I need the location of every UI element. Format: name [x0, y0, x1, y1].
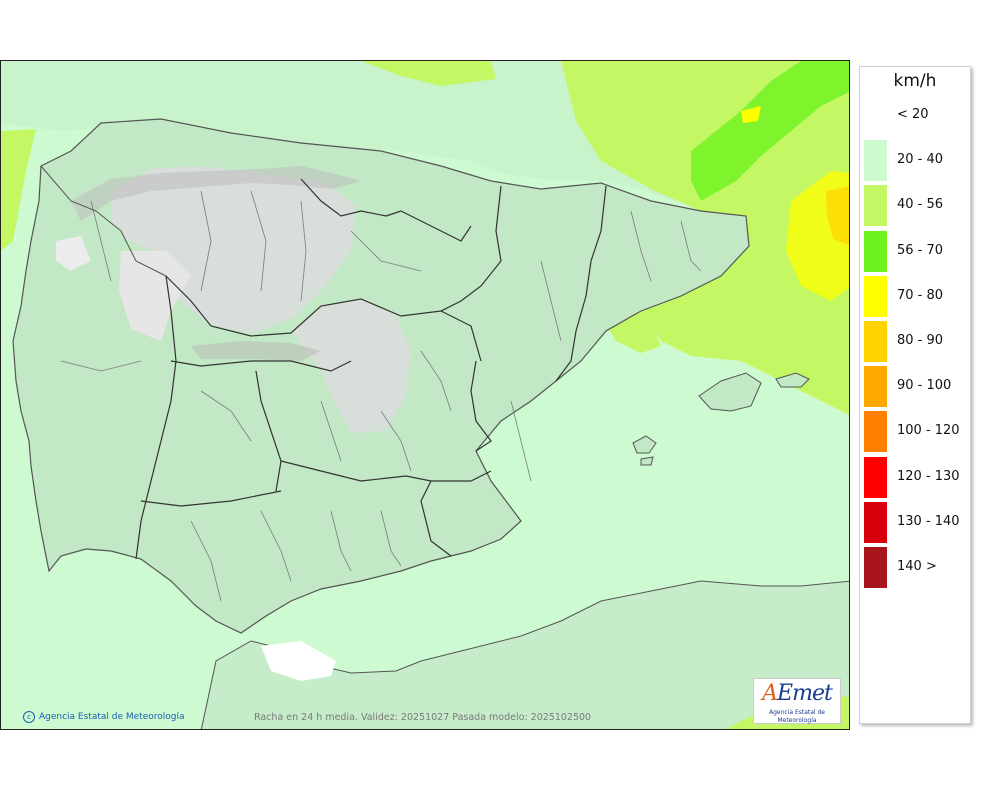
legend-row: 90 - 100 [860, 366, 970, 408]
cantabrian-mountains-shading [71, 166, 361, 221]
legend-row: < 20 [860, 95, 970, 136]
forecast-map: c Agencia Estatal de Meteorología Racha … [0, 60, 850, 730]
legend-swatch [864, 547, 887, 588]
map-canvas [1, 61, 849, 729]
legend-swatch [864, 456, 887, 498]
legend-label: < 20 [897, 107, 929, 122]
legend-swatch [864, 411, 887, 453]
gust-zone-80-90 [826, 186, 849, 246]
aemet-logo: AEmet Agencia Estatal de Meteorología [753, 678, 841, 724]
credit-line: c Agencia Estatal de Meteorología [23, 711, 185, 723]
legend-label: 130 - 140 [897, 513, 960, 529]
ibiza [632, 435, 657, 454]
legend-row: 130 - 140 [860, 501, 970, 543]
legend-swatch [864, 275, 887, 317]
gust-zone-bay-of-biscay [361, 61, 496, 86]
legend-row: 20 - 40 [860, 140, 970, 182]
legend-label: 100 - 120 [897, 423, 960, 439]
portugal-border [40, 165, 167, 277]
legend-row: 120 - 130 [860, 456, 970, 498]
legend: km/h < 20 20 - 40 40 - 56 56 - 70 70 - 80 80 … [859, 66, 971, 724]
low-wind-area-sistema-iberico [291, 299, 411, 433]
legend-swatch [864, 185, 887, 227]
legend-row: 80 - 90 [860, 321, 970, 362]
legend-label: 90 - 100 [897, 378, 952, 394]
gust-zone-gulf-of-lion [561, 61, 849, 415]
legend-swatch [864, 140, 887, 182]
legend-row: 100 - 120 [860, 411, 970, 453]
formentera [640, 456, 654, 466]
legend-label: 70 - 80 [897, 287, 944, 303]
legend-label: 56 - 70 [897, 242, 944, 258]
legend-label: 20 - 40 [897, 152, 944, 168]
map-caption: Racha en 24 h media. Validez: 20251027 P… [254, 712, 592, 723]
low-wind-area-portugal-north [119, 251, 191, 341]
province-borders [60, 190, 702, 602]
gust-zone-56-70 [691, 61, 849, 201]
legend-swatch [864, 95, 887, 136]
gust-zone-small-yellow [741, 106, 761, 123]
low-wind-area-galicia [56, 236, 91, 271]
legend-label: 80 - 90 [897, 333, 944, 348]
low-wind-area-meseta-north [111, 166, 356, 333]
legend-row: 70 - 80 [860, 275, 970, 317]
aemet-logo-subtitle: Agencia Estatal de Meteorología [768, 709, 825, 724]
legend-row: 56 - 70 [860, 230, 970, 272]
gust-zone-galicia-west [1, 129, 36, 251]
legend-swatch [864, 366, 887, 408]
legend-swatch [864, 230, 887, 272]
sistema-central-shading [191, 341, 321, 361]
credit-text: Agencia Estatal de Meteorología [39, 712, 185, 722]
low-wind-area-rif [261, 641, 336, 681]
copyright-icon: c [23, 711, 35, 723]
menorca [775, 372, 810, 388]
region-borders [135, 178, 607, 560]
legend-label: 120 - 130 [897, 468, 960, 484]
legend-swatch [864, 321, 887, 362]
legend-row: 40 - 56 [860, 185, 970, 227]
legend-swatch [864, 501, 887, 543]
legend-units: km/h [893, 71, 937, 91]
mallorca [698, 372, 762, 412]
legend-label: 140 > [897, 559, 937, 574]
legend-row: 140 > [860, 547, 970, 588]
legend-label: 40 - 56 [897, 197, 944, 213]
aemet-logo-mark: AEmet [762, 681, 833, 706]
